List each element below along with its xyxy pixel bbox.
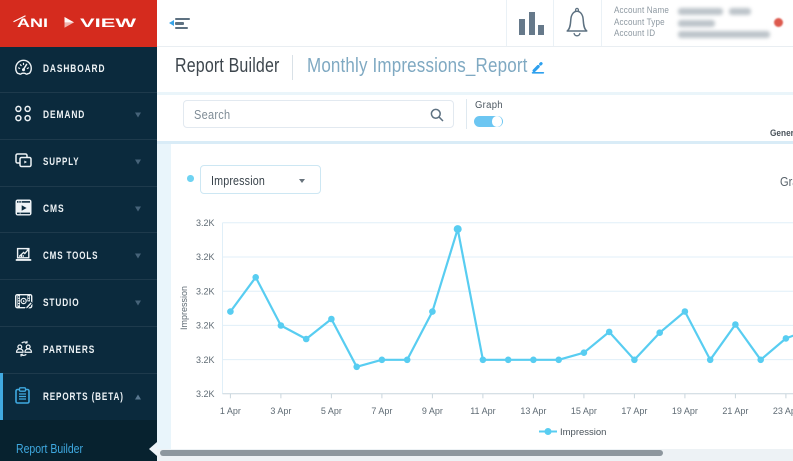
svg-text:3.2K: 3.2K [196, 286, 215, 296]
svg-text:VIEW: VIEW [80, 18, 136, 30]
svg-text:3 Apr: 3 Apr [270, 406, 291, 416]
svg-text:3.2K: 3.2K [196, 355, 215, 365]
svg-text:23 Apr: 23 Apr [773, 406, 793, 416]
svg-text:Impression: Impression [179, 286, 189, 330]
svg-text:7 Apr: 7 Apr [371, 406, 392, 416]
svg-text:1 Apr: 1 Apr [220, 406, 241, 416]
svg-text:5 Apr: 5 Apr [321, 406, 342, 416]
svg-text:15 Apr: 15 Apr [571, 406, 597, 416]
svg-text:21 Apr: 21 Apr [722, 406, 748, 416]
svg-text:9 Apr: 9 Apr [422, 406, 443, 416]
svg-text:3.2K: 3.2K [196, 218, 215, 228]
svg-text:17 Apr: 17 Apr [621, 406, 647, 416]
svg-text:19 Apr: 19 Apr [672, 406, 698, 416]
svg-text:13 Apr: 13 Apr [520, 406, 546, 416]
svg-text:ANI: ANI [17, 18, 48, 30]
svg-text:3.2K: 3.2K [196, 321, 215, 331]
svg-text:3.2K: 3.2K [196, 389, 215, 399]
svg-text:3.2K: 3.2K [196, 252, 215, 262]
svg-text:Impression: Impression [560, 427, 606, 438]
svg-text:11 Apr: 11 Apr [470, 406, 495, 416]
